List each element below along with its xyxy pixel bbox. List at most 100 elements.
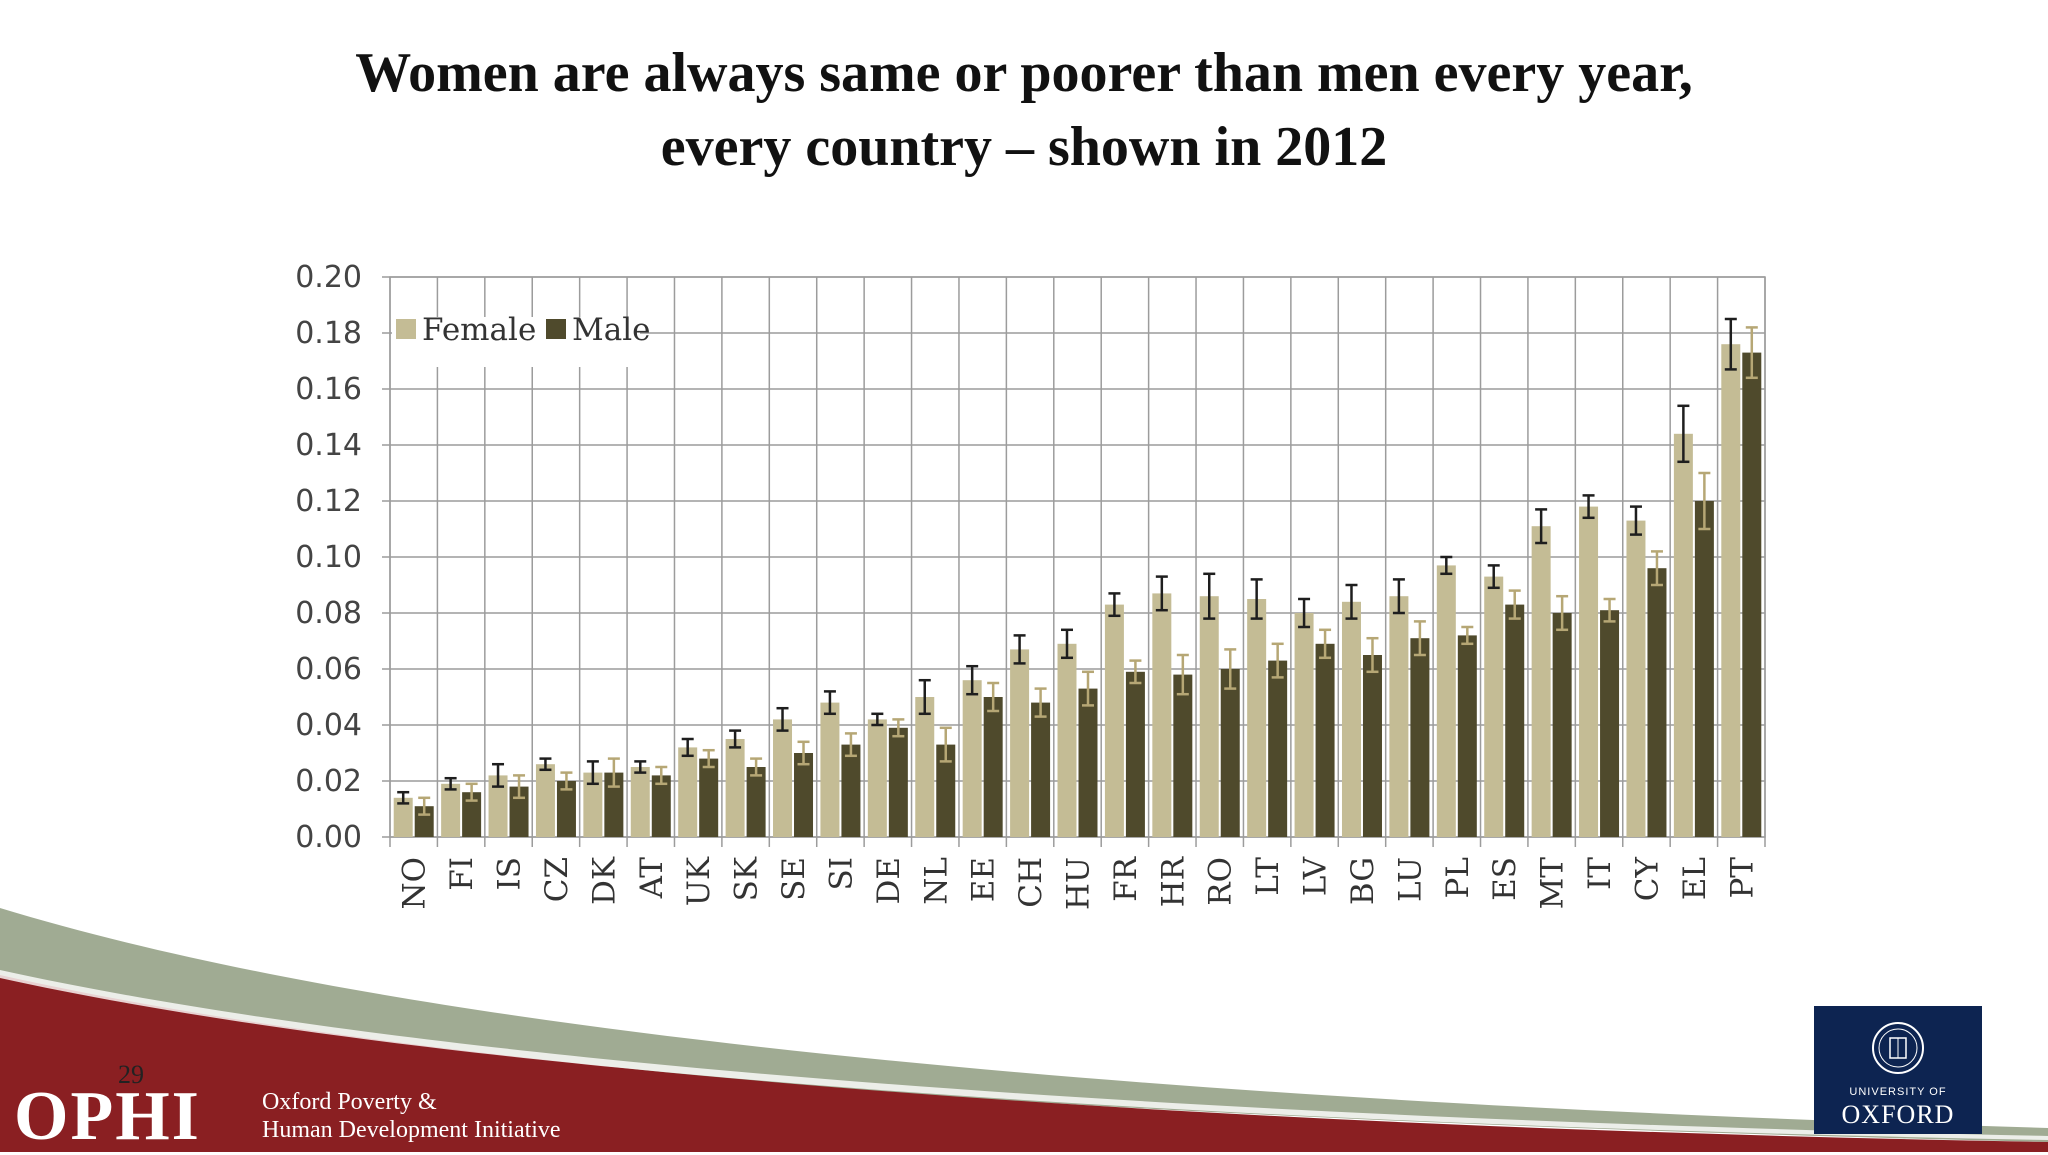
bar-female [678,747,698,837]
oxford-logo-big-text: OXFORD [1841,1100,1955,1129]
bar-male [1125,671,1145,837]
bar-male [936,744,956,837]
x-category-label: NL [918,857,954,905]
bar-male [1410,638,1430,837]
slide-title: Women are always same or poorer than men… [0,36,2048,184]
x-category-label: ES [1487,857,1523,901]
bar-male [604,772,624,837]
x-category-label: NO [397,857,433,910]
bar-male [556,781,576,837]
bar-female [630,767,650,837]
bar-male [1742,352,1762,837]
bar-male [888,727,908,837]
y-tick-label: 0.08 [295,596,362,631]
bar-female [1389,596,1409,837]
bar-male [983,697,1003,837]
bar-female [1531,526,1551,837]
ophi-subtitle-line-2: Human Development Initiative [262,1117,561,1143]
bar-female [1152,593,1172,837]
y-tick-label: 0.06 [295,652,362,687]
y-tick-label: 0.00 [295,820,362,855]
bar-female [1247,599,1267,837]
bar-female [488,775,508,837]
title-line-2: every country – shown in 2012 [660,116,1388,178]
page-number: 29 [118,1060,144,1089]
x-category-label: PT [1724,857,1760,899]
ophi-logo: OPHI [14,1078,201,1155]
legend-swatch-male [546,319,566,339]
y-tick-label: 0.10 [295,540,362,575]
bar-male [1362,655,1382,837]
x-category-label: LV [1298,856,1334,896]
bar-female [1294,613,1314,837]
bar-female [1484,576,1504,837]
bar-male [699,758,719,837]
bar-female [393,797,413,837]
bar-female [820,702,840,837]
bar-male [509,786,529,837]
bar-female [535,764,555,837]
x-category-label: IS [492,857,528,890]
x-category-label: MT [1535,857,1571,910]
bar-female [1673,433,1693,837]
x-category-label: SI [823,857,859,890]
footer-red-band [0,975,2048,1152]
bar-male [841,744,861,837]
x-category-label: CY [1629,856,1665,901]
bar-male [746,767,766,837]
oxford-logo-small-text: UNIVERSITY OF [1849,1086,1947,1098]
bar-female [962,680,982,837]
x-category-label: BG [1345,857,1381,905]
x-category-label: DE [871,857,907,904]
bar-male [1552,613,1572,837]
y-tick-label: 0.20 [295,260,362,295]
y-tick-label: 0.12 [295,484,362,519]
y-tick-label: 0.02 [295,764,362,799]
oxford-logo: UNIVERSITY OF OXFORD [1814,1006,1982,1134]
bar-male [1600,610,1620,837]
x-category-label: AT [634,857,670,900]
x-category-label: PL [1440,857,1476,898]
y-tick-label: 0.16 [295,372,362,407]
x-category-label: DK [586,856,622,905]
x-category-label: CZ [539,857,575,902]
bar-female [915,697,935,837]
bar-male [1268,660,1288,837]
x-category-label: SK [729,856,765,901]
bar-male [794,753,814,837]
bar-male [1315,643,1335,837]
bar-female [1199,596,1219,837]
y-tick-label: 0.14 [295,428,362,463]
x-category-label: LU [1392,857,1428,902]
x-category-label: IT [1582,857,1618,890]
ophi-subtitle-line-1: Oxford Poverty & [262,1089,437,1115]
footer-swoosh [0,908,2048,1152]
x-category-label: HR [1155,855,1191,907]
x-category-label: LT [1250,857,1286,896]
y-tick-label: 0.04 [295,708,362,743]
bar-male [1457,635,1477,837]
x-category-label: RO [1203,857,1239,906]
y-tick-label: 0.18 [295,316,362,351]
bar-female [441,783,461,837]
bar-female [1341,601,1361,837]
bar-male [1647,568,1667,837]
bar-male [651,775,671,837]
legend-swatch-female [396,319,416,339]
bar-male [462,792,482,837]
x-category-label: HU [1061,857,1097,910]
bar-female [867,719,887,837]
bar-male [1078,688,1098,837]
x-category-label: UK [681,856,717,906]
legend-label-female: Female [422,312,536,348]
bar-male [1173,674,1193,837]
bar-female [1057,643,1077,837]
x-category-label: SE [776,857,812,901]
bar-female [773,719,793,837]
legend-box [392,317,640,367]
x-category-label: EE [966,857,1002,902]
bar-male [1505,604,1525,837]
bar-female [1626,520,1646,837]
ophi-subtitle: Oxford Poverty & Human Development Initi… [262,1088,561,1144]
bar-male [1031,702,1051,837]
